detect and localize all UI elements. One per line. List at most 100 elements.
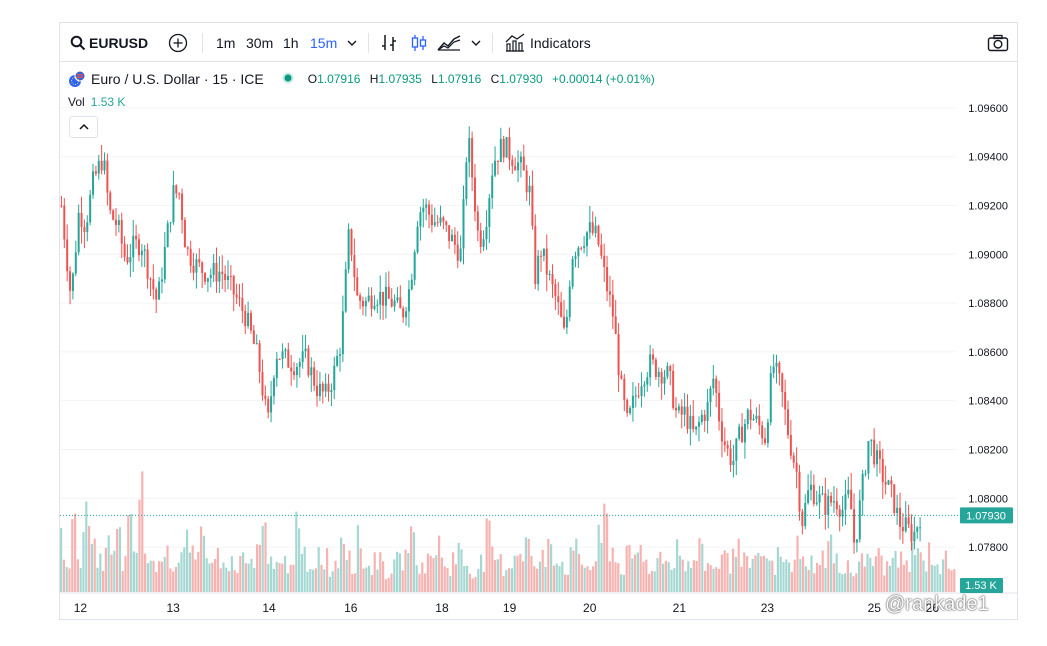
candle-body [583,246,586,248]
volume-bar [706,563,709,592]
candle-body [729,448,732,465]
volume-bar [284,556,287,592]
volume-bar [410,526,413,592]
price-chart[interactable]: 1.09600 1.09400 1.09200 1.09000 1.08800 1.086… [60,63,1017,619]
volume-bar [488,520,491,592]
volume-bar [328,576,331,592]
candle-body [835,501,838,510]
volume-label: Vol [68,95,85,109]
volume-bar [634,554,637,592]
chart-type-dropdown[interactable] [470,23,482,62]
candle-body [772,366,775,374]
volume-bar [830,534,833,592]
volume-bar [415,565,418,592]
candle-body [657,372,660,377]
candle-body [830,495,833,503]
timeframe-1m[interactable]: 1m [216,34,236,51]
timeframe-1h[interactable]: 1h [283,34,299,51]
volume-bar [300,553,303,592]
volume-bar [701,543,704,592]
candle-body [402,308,405,318]
volume-bar [866,553,869,592]
candle-body [132,235,135,258]
x-tick-label: 25 [868,601,882,615]
candle-body [588,222,591,233]
volume-bar [496,559,499,592]
candle-body [551,273,554,285]
volume-bar [306,571,309,592]
volume-bar [443,566,446,592]
volume-bar [158,561,161,592]
volume-bar [186,529,189,592]
candle-body [649,354,652,378]
candle-body [195,259,198,273]
volume-bar [547,538,550,592]
volume-bar [841,574,844,592]
volume-bar [849,572,852,592]
candle-body [382,291,385,306]
volume-bar [790,572,793,592]
candle-body [890,480,893,485]
candle-body [741,426,744,443]
volume-bar [449,575,452,592]
candle-body [229,275,232,277]
candle-body [801,511,804,527]
volume-legend: Vol 1.53 K [68,95,125,109]
volume-bar [418,573,421,592]
candle-body [181,193,184,220]
volume-bar [393,559,396,592]
volume-bar [835,553,838,592]
candle-body [390,298,393,307]
candle-body [465,162,468,200]
candle-body [74,252,77,274]
volume-bar [65,567,68,592]
collapse-legend-button[interactable] [69,116,98,138]
volume-bar [838,572,841,592]
area-style-button[interactable] [436,23,462,62]
candle-body [298,362,301,367]
timeframe-dropdown[interactable] [346,23,358,62]
volume-bar [230,556,233,592]
candle-body [160,279,163,282]
candle-body [261,372,264,396]
candle-body [436,222,439,224]
volume-bar [228,571,231,592]
candle-body [709,388,712,403]
symbol-search[interactable]: EURUSD [70,23,148,62]
volume-bar [127,515,130,592]
candle-body [855,539,858,543]
indicators-button[interactable]: Indicators [504,23,591,62]
volume-bar [712,568,715,592]
candle-body [430,214,433,226]
open-value: 1.07916 [317,72,361,86]
candle-body [726,444,729,449]
volume-bar [216,547,219,592]
volume-bar [76,559,79,592]
volume-bar [536,568,539,592]
screenshot-button[interactable] [987,23,1009,62]
candles-style-button[interactable] [410,23,428,62]
candle-body [359,295,362,301]
compare-add-button[interactable] [168,23,188,62]
series-title[interactable]: Euro / U.S. Dollar · 15 · ICE [91,71,264,87]
volume-value: 1.53 K [90,95,126,109]
candle-body [669,366,672,371]
candle-body [163,246,166,280]
volume-bar [530,555,533,592]
volume-bar [429,555,432,592]
candle-body [252,330,255,344]
volume-bar [911,542,914,592]
candle-body [422,207,425,213]
timeframe-30m[interactable]: 30m [246,34,274,51]
timeframe-15m[interactable]: 15m [310,34,338,51]
last-volume-label: 1.53 K [965,580,997,592]
volume-bar [872,566,875,592]
candle-body [281,351,284,360]
bar-style-button[interactable] [380,23,398,62]
volume-bar [138,499,141,592]
volume-bar [684,571,687,592]
candle-body [884,481,887,485]
candle-body [112,210,115,220]
volume-bar [354,573,357,592]
volume-bar [468,573,471,592]
